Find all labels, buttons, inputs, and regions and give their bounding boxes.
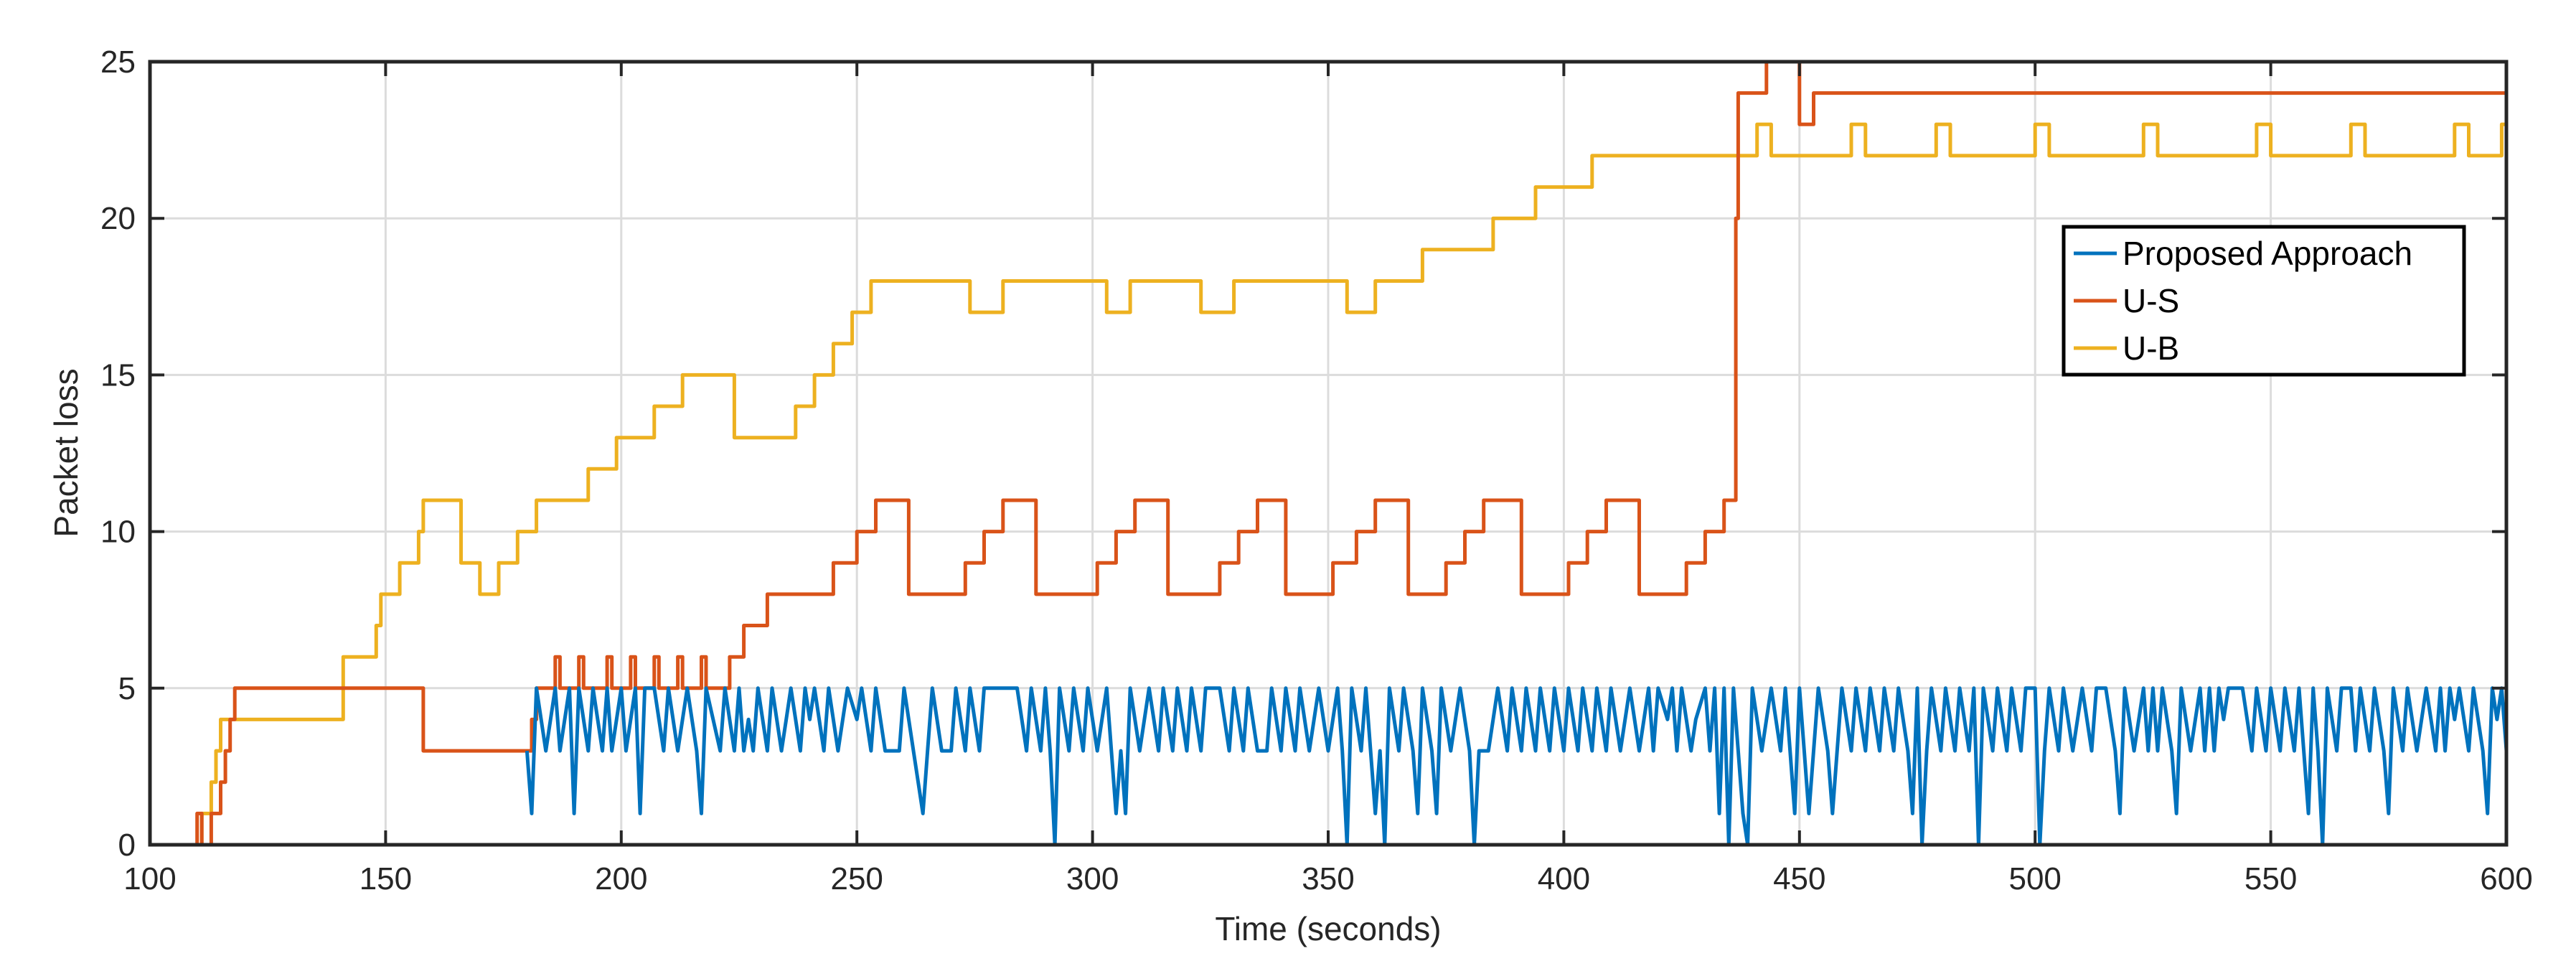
y-tick-label: 10 [100,515,136,550]
y-tick-label: 15 [100,357,136,393]
x-axis-title: Time (seconds) [1215,910,1441,947]
y-tick-label: 5 [118,671,136,706]
series-group [150,60,2509,847]
y-tick-label: 25 [100,44,136,80]
x-tick-label: 500 [2008,861,2061,896]
legend-label-proposed-approach: Proposed Approach [2123,235,2412,272]
legend: Proposed Approach U-S U-B [2062,225,2466,377]
series-line-proposed-approach [525,686,2509,847]
x-tick-label: 400 [1538,861,1590,896]
x-tick-label: 200 [595,861,647,896]
x-tick-label: 300 [1066,861,1119,896]
series-line-u-b [150,122,2509,847]
x-tick-label: 600 [2480,861,2532,896]
y-tick-label: 0 [118,828,136,863]
x-tick-label: 550 [2244,861,2297,896]
x-tick-label: 350 [1302,861,1354,896]
x-tick-label: 150 [359,861,412,896]
y-tick-label: 20 [100,201,136,236]
legend-label-u-s: U-S [2123,282,2179,319]
series-line-u-s [150,60,2506,847]
x-tick-label: 100 [123,861,176,896]
x-tick-label: 250 [830,861,883,896]
legend-label-u-b: U-B [2123,329,2179,367]
legend-box [2062,225,2466,377]
axis-ticks: 100 150 200 250 300 350 400 450 500 550 600 0 5 10 15 2… [100,44,2533,896]
x-tick-label: 450 [1773,861,1825,896]
y-axis-title: Packet loss [47,368,85,537]
